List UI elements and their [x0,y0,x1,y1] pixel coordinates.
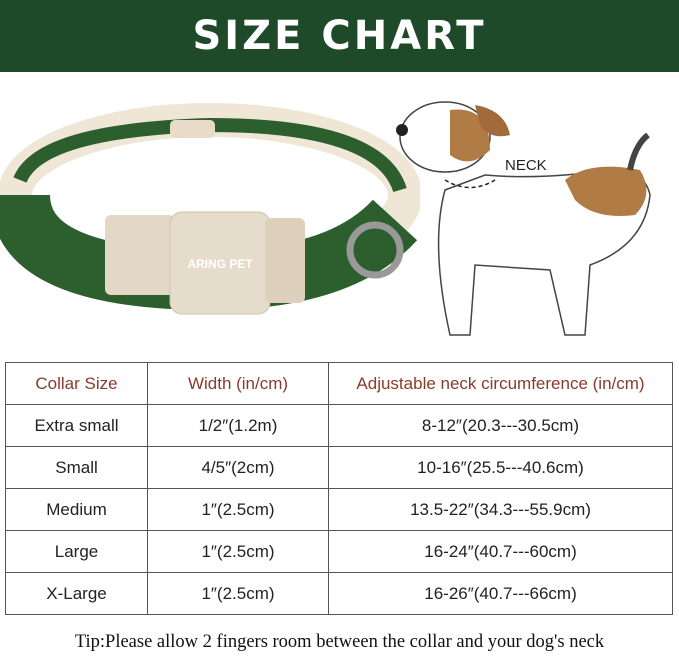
cell-size: Small [5,446,148,489]
cell-neck: 10-16″(25.5---40.6cm) [328,446,673,489]
cell-width: 1″(2.5cm) [147,488,329,531]
header-width: Width (in/cm) [147,362,329,405]
title-banner: SIZE CHART [0,0,679,72]
header-collar-size: Collar Size [5,362,148,405]
dog-illustration: NECK [396,101,651,336]
table-row: Extra small 1/2″(1.2m) 8-12″(20.3---30.5cm… [5,404,673,447]
tip-text: Tip:Please allow 2 fingers room between … [74,632,605,652]
cell-size: X-Large [5,572,148,615]
cell-width: 1″(2.5cm) [147,530,329,573]
table-row: Small 4/5″(2cm) 10-16″(25.5---40.6cm) [5,446,673,489]
cell-neck: 8-12″(20.3---30.5cm) [328,404,673,447]
cell-neck: 16-26″(40.7---66cm) [328,572,673,615]
cell-neck: 13.5-22″(34.3---55.9cm) [328,488,673,531]
table-row: Medium 1″(2.5cm) 13.5-22″(34.3---55.9cm) [5,488,673,531]
collar-image: ARING PET [0,103,420,315]
table-row: X-Large 1″(2.5cm) 16-26″(40.7---66cm) [5,572,673,615]
cell-width: 1″(2.5cm) [147,572,329,615]
collar-brand-text: ARING PET [187,257,253,271]
page-title: SIZE CHART [192,13,487,59]
size-table: Collar Size Width (in/cm) Adjustable nec… [5,362,673,615]
cell-size: Extra small [5,404,148,447]
cell-size: Medium [5,488,148,531]
neck-label: NECK [505,157,547,174]
cell-size: Large [5,530,148,573]
header-neck: Adjustable neck circumference (in/cm) [328,362,673,405]
cell-neck: 16-24″(40.7---60cm) [328,530,673,573]
table-header-row: Collar Size Width (in/cm) Adjustable nec… [5,362,673,405]
cell-width: 1/2″(1.2m) [147,404,329,447]
cell-width: 4/5″(2cm) [147,446,329,489]
table-row: Large 1″(2.5cm) 16-24″(40.7---60cm) [5,530,673,573]
